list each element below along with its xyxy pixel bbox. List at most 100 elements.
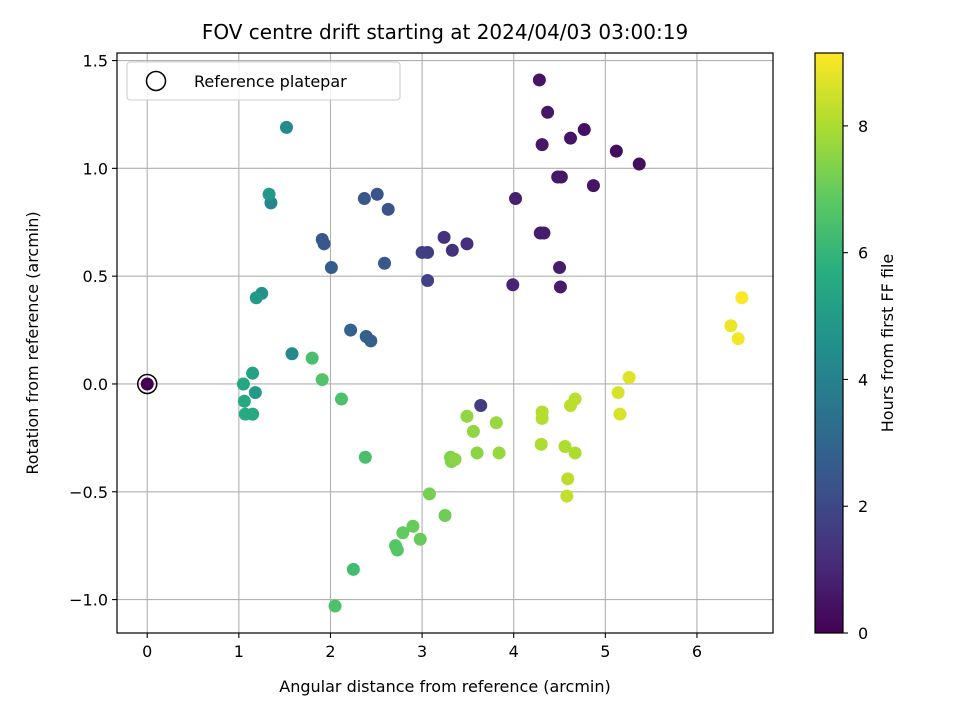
data-point: [415, 245, 429, 259]
data-point: [632, 157, 646, 171]
y-tick-label: 1.0: [83, 159, 108, 178]
data-point: [535, 411, 549, 425]
data-point: [315, 373, 329, 387]
data-point: [564, 131, 578, 145]
data-point: [568, 446, 582, 460]
legend: Reference platepar: [126, 61, 401, 101]
data-point: [609, 144, 623, 158]
axis-ticks: 0 1 2 3 4 5 6 −1.0 −0.5 0.0 0.5 1.0 1.5: [69, 52, 702, 661]
y-axis-label: Rotation from reference (arcmin): [23, 211, 42, 474]
data-point: [448, 452, 462, 466]
data-point: [381, 202, 395, 216]
data-point: [534, 437, 548, 451]
data-point: [246, 366, 260, 380]
data-point: [474, 399, 488, 413]
data-point: [236, 377, 250, 391]
reference-point: [140, 377, 154, 391]
data-point: [577, 123, 591, 137]
colorbar-gradient: [814, 52, 844, 634]
data-point: [370, 187, 384, 201]
data-point: [731, 332, 745, 346]
data-point: [334, 392, 348, 406]
colorbar-tick-label: 8: [858, 117, 868, 136]
data-point: [537, 226, 551, 240]
data-point: [553, 280, 567, 294]
data-point: [406, 519, 420, 533]
data-point: [328, 599, 342, 613]
data-point: [305, 351, 319, 365]
data-point: [246, 407, 260, 421]
y-tick-label: −0.5: [69, 483, 108, 502]
y-tick-label: 1.5: [83, 52, 108, 71]
colorbar-tick-label: 4: [858, 370, 868, 389]
data-point: [532, 73, 546, 87]
data-point: [396, 526, 410, 540]
data-point: [378, 256, 392, 270]
data-point: [561, 472, 575, 486]
data-point: [249, 291, 263, 305]
data-point: [262, 187, 276, 201]
x-tick-label: 0: [142, 642, 152, 661]
x-tick-label: 1: [234, 642, 244, 661]
legend-box: [126, 61, 401, 101]
data-point: [568, 392, 582, 406]
x-tick-label: 5: [600, 642, 610, 661]
data-point: [509, 192, 523, 206]
data-point: [390, 543, 404, 557]
data-point: [724, 319, 738, 333]
x-tick-label: 3: [417, 642, 427, 661]
y-tick-label: −1.0: [69, 591, 108, 610]
grid-lines: [117, 53, 773, 633]
data-point: [535, 138, 549, 152]
y-tick-label: 0.0: [83, 375, 108, 394]
data-point: [317, 237, 331, 251]
colorbar-tick-label: 6: [858, 244, 868, 263]
data-point: [541, 105, 555, 119]
data-point: [558, 439, 572, 453]
data-point: [438, 508, 452, 522]
y-tick-label: 0.5: [83, 267, 108, 286]
legend-marker-reference: [145, 70, 167, 92]
plot-frame: [116, 52, 774, 634]
data-point: [422, 487, 436, 501]
data-point: [460, 237, 474, 251]
data-point: [622, 370, 636, 384]
data-point: [466, 424, 480, 438]
reference-marker: [136, 373, 158, 395]
data-point: [489, 416, 503, 430]
data-point: [344, 323, 358, 337]
data-point: [364, 334, 378, 348]
colorbar-tick-label: 2: [858, 497, 868, 516]
data-point: [460, 409, 474, 423]
data-point: [346, 562, 360, 576]
data-point: [421, 273, 435, 287]
x-tick-label: 4: [509, 642, 519, 661]
data-point: [324, 261, 338, 275]
data-point: [611, 386, 625, 400]
data-point: [470, 446, 484, 460]
data-point: [554, 170, 568, 184]
data-point: [358, 450, 372, 464]
data-point: [560, 489, 574, 503]
x-tick-label: 2: [325, 642, 335, 661]
data-point: [413, 532, 427, 546]
data-point: [492, 446, 506, 460]
x-axis-label: Angular distance from reference (arcmin): [279, 677, 610, 696]
data-point: [285, 347, 299, 361]
plot-area: [117, 53, 773, 633]
data-point: [735, 291, 749, 305]
data-point: [445, 243, 459, 257]
scatter-points: [236, 73, 749, 613]
colorbar-tick-label: 0: [858, 624, 868, 643]
chart-title: FOV centre drift starting at 2024/04/03 …: [202, 20, 688, 44]
data-point: [586, 179, 600, 193]
data-point: [237, 394, 251, 408]
data-point: [279, 120, 293, 134]
legend-label-reference: Reference platepar: [194, 72, 347, 91]
data-point: [248, 386, 262, 400]
colorbar-label: Hours from first FF file: [878, 254, 897, 433]
colorbar-ticks: 0 2 4 6 8: [843, 117, 868, 643]
data-point: [506, 278, 520, 292]
reference-marker-ring: [136, 373, 158, 395]
